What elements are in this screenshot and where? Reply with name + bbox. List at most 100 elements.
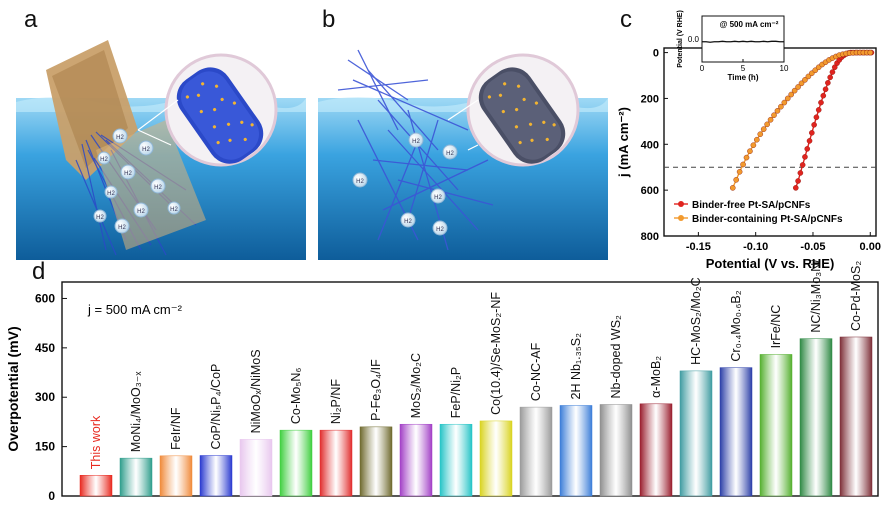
y-tick-label: 200	[641, 93, 659, 105]
y-tick-label: 400	[641, 139, 659, 151]
series-point-0	[797, 170, 804, 176]
legend-label-1: Binder-containing Pt-SA/pCNFs	[692, 214, 843, 225]
series-point-1	[867, 49, 874, 56]
illustration-a-svg: H2 H2 H2 H2 H2 H2 H2 H2 H2 H2	[16, 40, 306, 260]
x-tick-label: -0.10	[743, 241, 768, 253]
svg-text:H2: H2	[116, 135, 124, 141]
bar-1	[119, 457, 153, 497]
bar-12	[559, 405, 593, 497]
svg-text:H2: H2	[118, 225, 126, 231]
series-point-0	[799, 162, 806, 168]
inset-y-label: Potential (V RHE)	[677, 10, 684, 68]
bar-16	[719, 367, 753, 497]
bar-label-19: Co-Pd-MoS₂	[849, 261, 863, 331]
series-point-1	[754, 136, 760, 143]
legend-marker-0	[678, 201, 684, 207]
series-point-0	[811, 122, 817, 128]
series-point-0	[802, 154, 808, 160]
bar-17	[759, 354, 793, 497]
legend-label-0: Binder-free Pt-SA/pCNFs	[692, 200, 811, 211]
bar-label-15: HC-MoS₂/Mo₂C	[689, 277, 703, 365]
bar-label-0: This work	[89, 415, 103, 469]
inset-x-tick-label: 10	[780, 64, 789, 73]
overpotential-bar-chart: 0 150 300 450 600 Overpotential (mV) j = 500 m…	[5, 260, 879, 503]
svg-text:H2: H2	[142, 147, 150, 153]
bar-label-17: IrFe/NC	[769, 305, 783, 349]
panel-label-c: c	[620, 6, 632, 33]
bar-10	[479, 420, 513, 497]
series-point-0	[815, 107, 822, 113]
series-point-1	[733, 177, 739, 183]
inset-x-tick-label: 5	[741, 64, 746, 73]
series-point-0	[829, 69, 836, 75]
bar-8	[399, 423, 433, 497]
series-point-1	[747, 148, 753, 154]
bar-9	[439, 423, 473, 497]
illustration-b-svg: H2 H2 H2 H2 H2 H2	[318, 40, 608, 260]
series-point-0	[792, 185, 799, 191]
bar-5	[279, 429, 313, 497]
bar-2	[159, 455, 193, 497]
y-axis-label: j (mA cm⁻²)	[616, 107, 631, 178]
series-point-0	[806, 138, 813, 144]
inset-frame	[701, 15, 785, 63]
series-point-1	[767, 116, 774, 123]
svg-text:H2: H2	[412, 139, 420, 145]
series-point-1	[736, 169, 743, 175]
svg-text:H2: H2	[154, 185, 162, 191]
svg-text:H2: H2	[137, 209, 145, 215]
series-point-0	[795, 178, 801, 184]
y-tick-label: 600	[641, 185, 659, 197]
series-point-0	[804, 146, 811, 152]
series-point-1	[729, 185, 736, 191]
series-point-1	[795, 84, 801, 90]
series-point-0	[825, 80, 831, 86]
bar-label-11: Co-NC-AF	[529, 342, 543, 401]
bar-label-13: Nb-doped WS₂	[609, 315, 623, 399]
bar-3	[199, 455, 233, 497]
series-point-1	[771, 112, 777, 118]
x-tick-label: 0.00	[860, 241, 881, 253]
panel-label-a: a	[24, 6, 38, 33]
svg-text:H2: H2	[100, 157, 108, 163]
bar-14	[639, 403, 673, 497]
svg-text:H2: H2	[107, 191, 115, 197]
series-point-0	[809, 130, 815, 136]
legend-marker-1	[678, 215, 684, 221]
bar-19	[839, 336, 873, 497]
x-tick-label: -0.15	[686, 241, 711, 253]
y-tick-label: 0	[653, 48, 659, 60]
inset-x-tick-label: 0	[700, 64, 705, 73]
bar-label-8: MoS₂/Mo₂C	[409, 353, 423, 418]
series-point-0	[813, 114, 820, 121]
series-point-1	[784, 95, 791, 102]
svg-text:H2: H2	[404, 219, 412, 225]
bar-15	[679, 370, 713, 497]
svg-text:H2: H2	[124, 171, 132, 177]
series-point-0	[827, 74, 833, 81]
lsv-chart: -0.15 -0.10 -0.05 0.000200400600800Potentia…	[616, 10, 881, 271]
bar-label-3: CoP/Ni₅P₄/CoP	[209, 364, 223, 450]
series-point-0	[822, 86, 829, 93]
bar-label-7: P-Fe₃O₄/IF	[369, 359, 383, 421]
inset-line	[702, 40, 784, 43]
y-tick-label: 800	[641, 231, 659, 243]
bar-label-4: NiMoOₓ/NiMoS	[249, 349, 263, 433]
series-point-1	[750, 142, 757, 149]
y-tick-label: 600	[35, 291, 55, 305]
bar-label-1: MoNi₄/MoO₃₋ₓ	[129, 371, 143, 453]
series-point-1	[791, 87, 798, 94]
bar-label-18: NC/Ni₃Mo₃N/NF	[809, 260, 823, 333]
svg-text:H2: H2	[434, 195, 442, 201]
series-point-1	[760, 126, 767, 132]
fiber-closeup	[478, 67, 566, 164]
series-point-0	[818, 99, 824, 106]
bar-label-9: FeP/Ni₂P	[449, 367, 463, 418]
bar-label-12: 2H Nb₁.₃₅S₂	[569, 333, 583, 400]
inset-x-label: Time (h)	[728, 73, 759, 82]
fiber-closeup	[176, 67, 264, 164]
bar-label-2: FeIr/NF	[169, 407, 183, 450]
series-point-1	[743, 154, 750, 161]
bar-13	[599, 404, 633, 497]
bar-label-5: Co-Mo₅N₆	[289, 368, 303, 425]
